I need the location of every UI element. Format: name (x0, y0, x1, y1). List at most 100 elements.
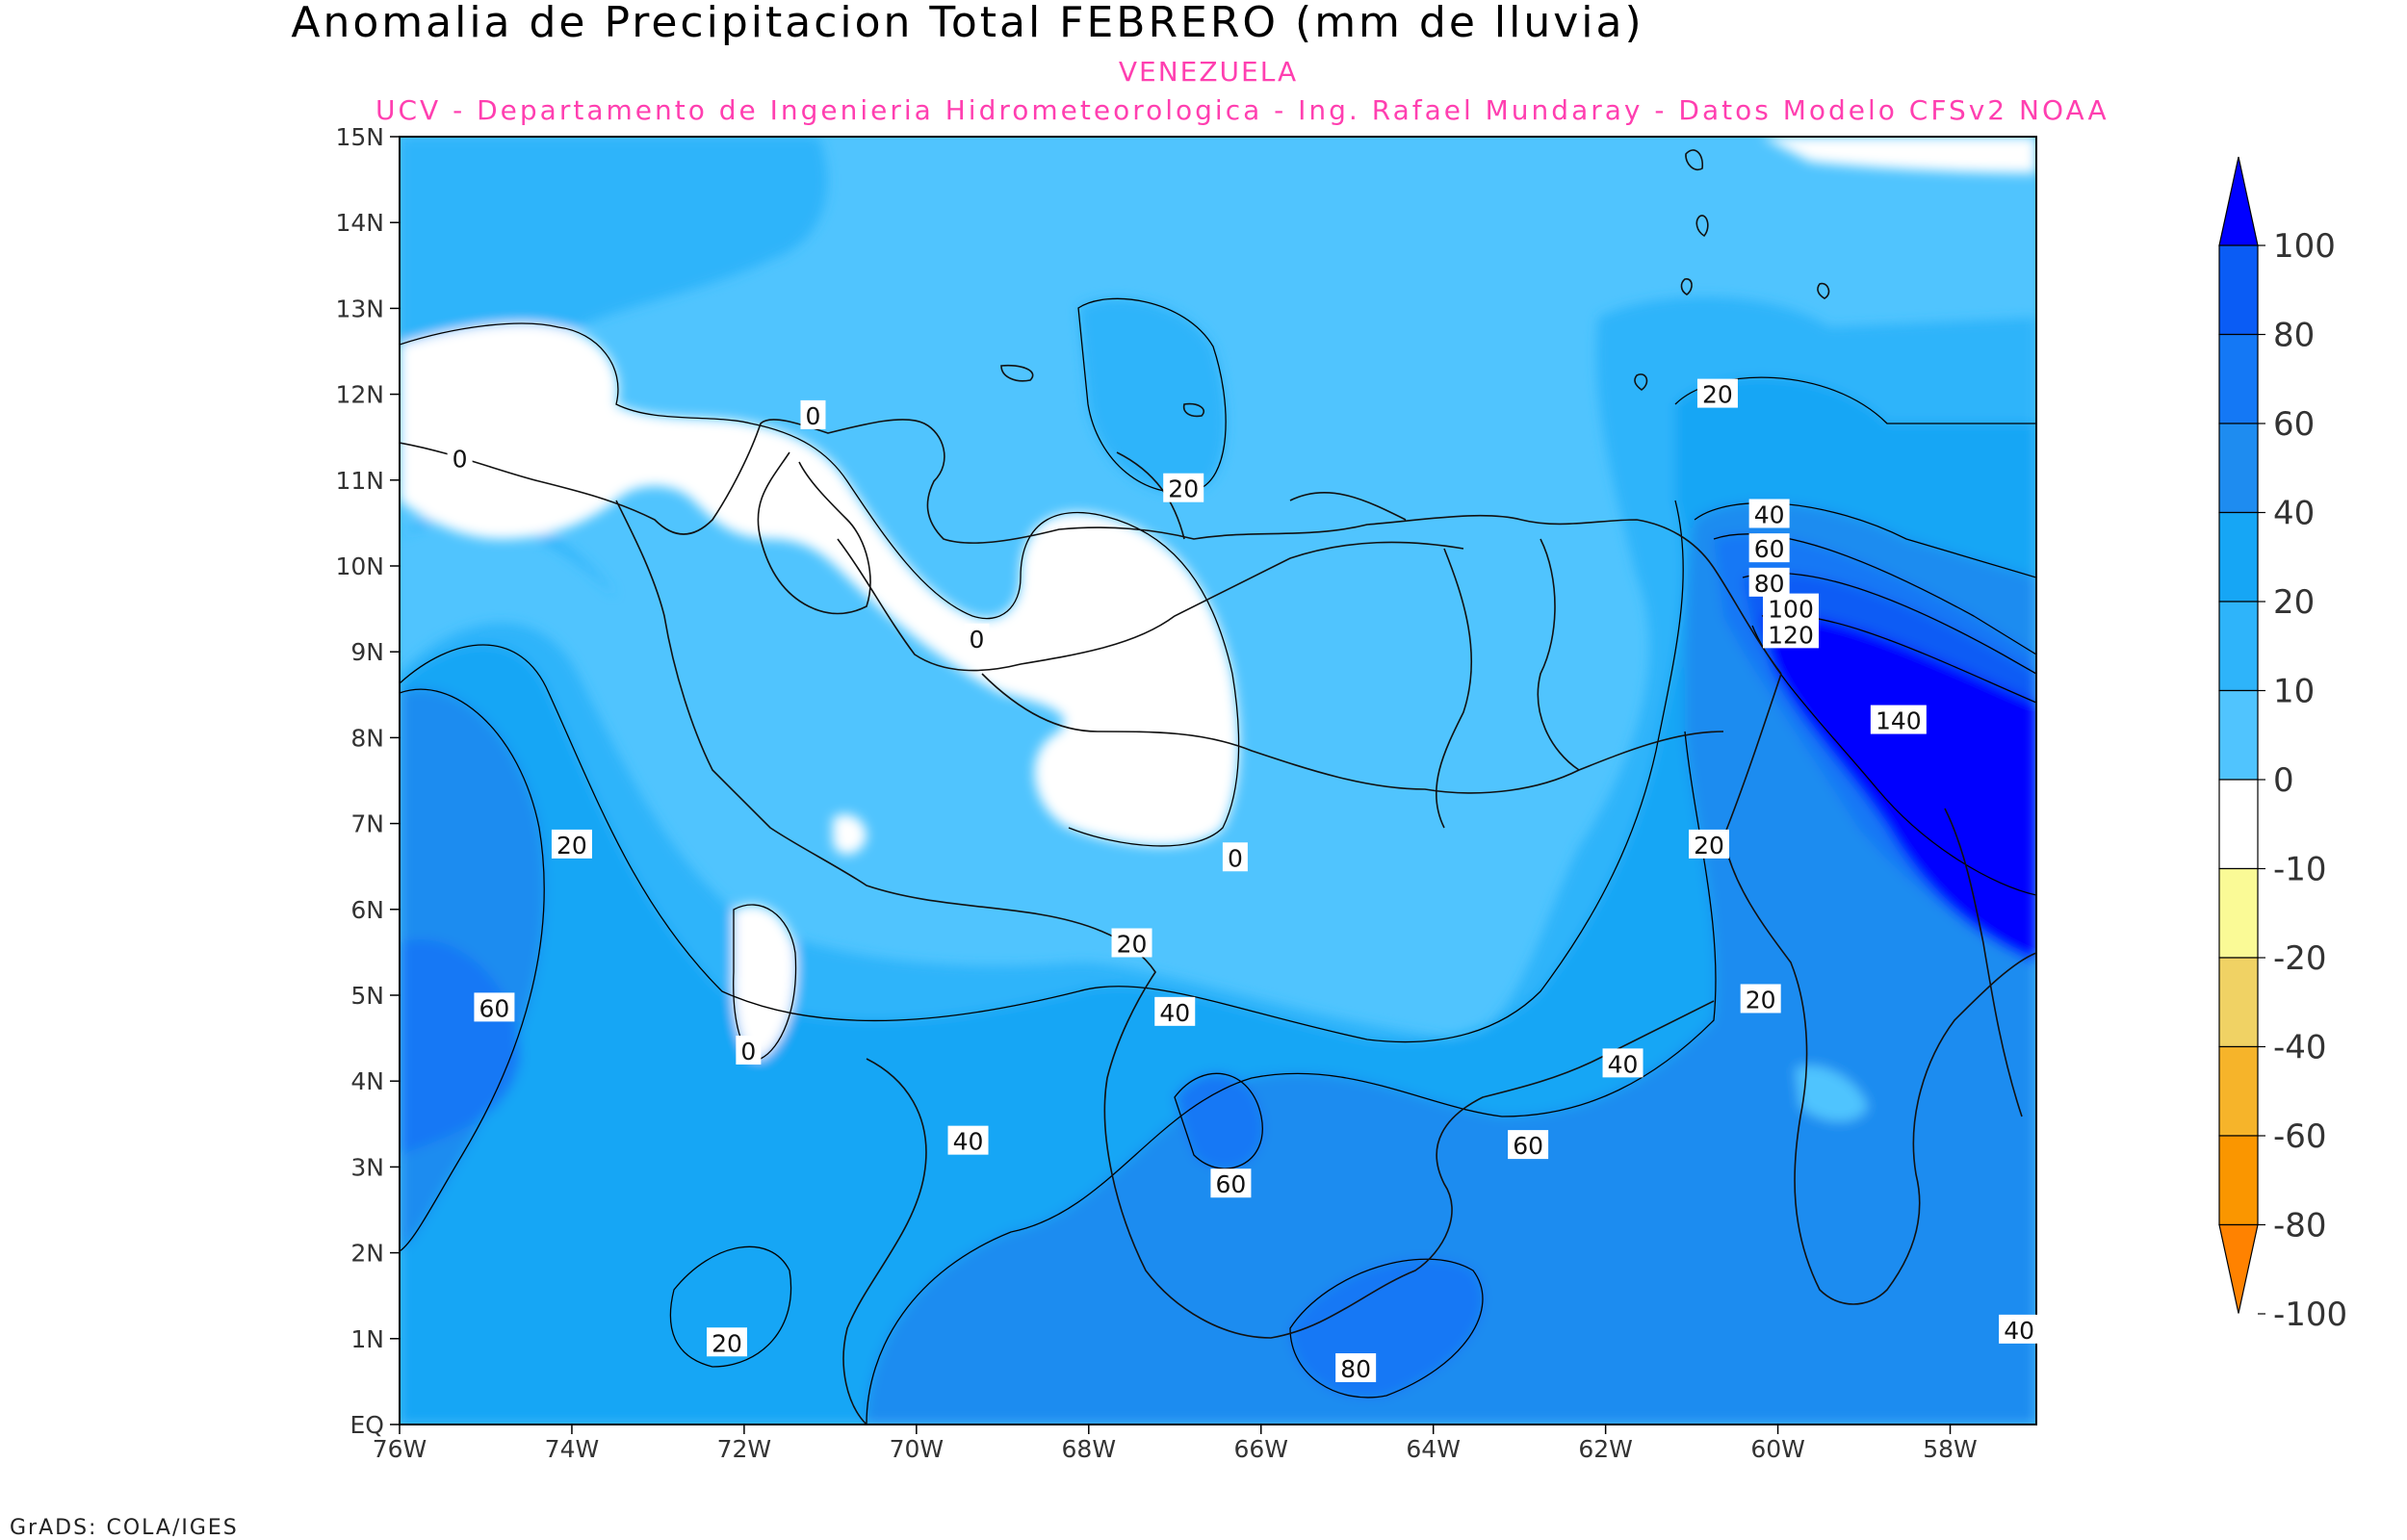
contour-label-box (1763, 593, 1819, 623)
legend-label: -40 (2273, 1029, 2327, 1067)
lat-tick-label: 4N (350, 1067, 384, 1095)
contour-label-box (551, 829, 592, 859)
contour-label: 0 (453, 446, 468, 474)
plot-frame (399, 136, 2037, 1425)
contour-label-box (964, 623, 990, 653)
contour-label-box (1111, 928, 1152, 958)
contour-label-box (1696, 378, 1738, 408)
credit-line: UCV - Departamento de Ingenieria Hidrome… (375, 94, 2109, 126)
axis-ticks (390, 136, 1952, 1434)
lat-tick-label: 10N (335, 552, 384, 580)
lat-tick-label: 6N (350, 896, 384, 924)
contour-labels: 0000020202020202020406080100120140404040… (447, 378, 2040, 1383)
contour-label-box (1602, 1048, 1643, 1078)
legend-cap-top (2218, 156, 2259, 246)
legend-label: 20 (2273, 583, 2315, 622)
legend-label: -80 (2273, 1207, 2327, 1245)
lat-tick-label: 3N (350, 1153, 384, 1181)
contour-label: 0 (806, 402, 821, 430)
contour-label: 20 (1746, 986, 1776, 1014)
map-title: Anomalia de Precipitacion Total FEBRERO … (291, 0, 1644, 47)
contour-label-box (1222, 842, 1248, 872)
contour-label: 60 (1513, 1132, 1543, 1160)
contour-lines (400, 297, 2036, 1424)
lat-tick-label: 12N (335, 381, 384, 409)
legend-swatch (2218, 1045, 2259, 1137)
contour-label-box (1748, 567, 1790, 597)
lat-tick-label: 7N (350, 810, 384, 838)
shaded-field (400, 137, 2036, 1424)
lon-tick-label: 60W (1750, 1435, 1805, 1463)
contour-label: 60 (479, 994, 510, 1022)
contour-label-box (474, 992, 515, 1022)
lat-tick-label: 5N (350, 982, 384, 1010)
legend-label: 10 (2273, 673, 2315, 711)
contour-label: 40 (1754, 500, 1785, 528)
lon-tick-label: 62W (1578, 1435, 1633, 1463)
contour-label-box (1999, 1314, 2040, 1344)
legend-swatch (2218, 1135, 2259, 1226)
legend-swatch (2218, 601, 2259, 692)
contour-label-box (1689, 829, 1729, 859)
legend-swatch (2218, 867, 2259, 959)
contour-label: 20 (1168, 475, 1199, 503)
lon-tick-label: 70W (890, 1435, 945, 1463)
contour-label-box (1870, 705, 1927, 734)
legend-cap-bottom (2218, 1223, 2259, 1314)
contour-label: 0 (740, 1038, 756, 1065)
contour-label-box (947, 1125, 989, 1155)
contour-label: 60 (1216, 1170, 1247, 1198)
legend-swatch (2218, 244, 2259, 336)
contour-label: 80 (1754, 570, 1785, 598)
legend-swatch (2218, 511, 2259, 603)
legend-label: 60 (2273, 405, 2315, 444)
contour-label-box (1748, 499, 1790, 528)
contour-label-box (1335, 1353, 1377, 1383)
contour-label: 40 (1608, 1050, 1639, 1078)
contour-label: 20 (556, 832, 587, 860)
lon-tick-label: 58W (1923, 1435, 1978, 1463)
contour-label-box (1763, 619, 1819, 649)
contour-label: 20 (1694, 832, 1724, 860)
lon-tick-label: 76W (373, 1435, 427, 1463)
legend-label: -20 (2273, 939, 2327, 978)
legend-swatch (2218, 333, 2259, 424)
contour-label-box (1740, 984, 1781, 1014)
lat-tick-label: 9N (350, 638, 384, 666)
legend-label: -100 (2273, 1296, 2347, 1334)
contour-label-box (1748, 533, 1790, 563)
contour-label-box (1154, 996, 1196, 1026)
contour-label-box (1508, 1130, 1549, 1160)
contour-label-box (736, 1035, 762, 1065)
contour-label: 40 (1159, 999, 1190, 1027)
contour-label: 120 (1768, 621, 1814, 649)
contour-label: 20 (1702, 381, 1733, 409)
islands (1000, 149, 1830, 418)
legend-swatch (2218, 689, 2259, 781)
contour-label-box (707, 1327, 747, 1357)
lat-tick-label: 14N (335, 209, 384, 237)
contour-label: 80 (1340, 1355, 1371, 1383)
lat-tick-label: 13N (335, 295, 384, 322)
lat-tick-label: 11N (335, 467, 384, 495)
lat-tick-label: 2N (350, 1240, 384, 1268)
contour-label: 40 (2004, 1317, 2034, 1345)
lat-tick-label: EQ (350, 1411, 384, 1439)
lat-tick-label: 1N (350, 1325, 384, 1353)
contour-label: 0 (970, 626, 985, 654)
latitude-axis: 15N 14N 13N 12N 11N 10N 9N 8N 7N 6N 5N 4N 3N 2N 1N EQ (335, 123, 384, 1439)
legend-swatch (2218, 779, 2259, 870)
lon-tick-label: 74W (545, 1435, 600, 1463)
contour-label-box (447, 443, 473, 473)
contour-label-box (1163, 473, 1204, 502)
lat-tick-label: 8N (350, 724, 384, 752)
lon-tick-label: 66W (1233, 1435, 1288, 1463)
contour-label: 0 (1228, 844, 1243, 872)
lat-tick-label: 15N (335, 123, 384, 151)
lon-tick-label: 72W (717, 1435, 772, 1463)
grads-footer: GrADS: COLA/IGES (10, 1516, 239, 1540)
legend-label: -10 (2273, 851, 2327, 889)
legend-label: 40 (2273, 495, 2315, 533)
